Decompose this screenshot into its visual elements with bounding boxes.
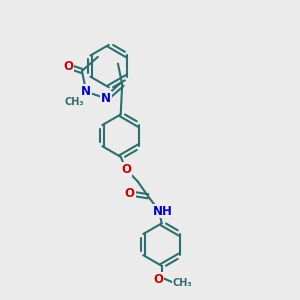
Text: N: N [81,85,91,98]
Text: CH₃: CH₃ [65,97,85,107]
Text: CH₃: CH₃ [172,278,192,288]
Text: N: N [101,92,111,105]
Text: O: O [125,188,135,200]
Text: O: O [63,60,73,73]
Text: O: O [121,163,131,176]
Text: NH: NH [153,205,173,218]
Text: O: O [153,273,163,286]
